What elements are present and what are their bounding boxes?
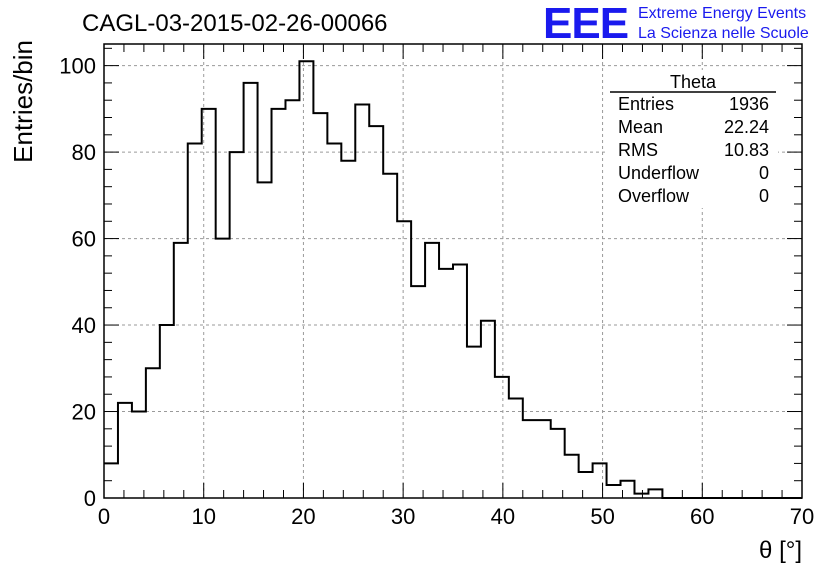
run-title: CAGL-03-2015-02-26-00066 bbox=[82, 10, 388, 37]
histogram-bin bbox=[551, 429, 565, 498]
x-tick-label: 40 bbox=[491, 504, 515, 529]
histogram-bin bbox=[174, 243, 188, 498]
plot-frame bbox=[103, 43, 803, 499]
histogram-bin bbox=[607, 485, 621, 498]
histogram-bin bbox=[495, 377, 509, 498]
histogram-bin bbox=[565, 455, 579, 498]
histogram-bin bbox=[230, 152, 244, 498]
x-tick-label: 60 bbox=[690, 504, 714, 529]
stats-row-value: 10.83 bbox=[724, 140, 769, 160]
stats-row-label: Mean bbox=[618, 117, 663, 137]
histogram-bin bbox=[132, 412, 146, 498]
histogram-bin bbox=[425, 243, 439, 498]
histogram-bin bbox=[216, 239, 230, 498]
x-tick-label: 30 bbox=[391, 504, 415, 529]
histogram-bin bbox=[481, 321, 495, 498]
histogram-bin bbox=[188, 143, 202, 498]
x-tick-label: 10 bbox=[191, 504, 215, 529]
histogram-bin bbox=[397, 221, 411, 498]
histogram-bin bbox=[383, 174, 397, 498]
y-tick-label: 40 bbox=[72, 313, 96, 338]
histogram-bin bbox=[285, 100, 299, 498]
y-tick-label: 60 bbox=[72, 227, 96, 252]
histogram-bin bbox=[523, 420, 537, 498]
x-tick-label: 70 bbox=[790, 504, 814, 529]
stats-row-label: RMS bbox=[618, 140, 658, 160]
histogram-bin bbox=[579, 472, 593, 498]
logo-line-2: La Scienza nelle Scuole bbox=[638, 25, 809, 42]
y-tick-label: 100 bbox=[59, 54, 96, 79]
histogram-bin bbox=[439, 269, 453, 498]
histogram-bin bbox=[258, 182, 272, 498]
histogram-bin bbox=[160, 325, 174, 498]
histogram-bin bbox=[244, 83, 258, 498]
stats-row-value: 0 bbox=[759, 163, 769, 183]
stats-row-value: 22.24 bbox=[724, 117, 769, 137]
histogram-bin bbox=[593, 463, 607, 498]
x-tick-label: 0 bbox=[98, 504, 110, 529]
histogram-bin bbox=[327, 143, 341, 498]
x-tick-label: 50 bbox=[590, 504, 614, 529]
y-tick-label: 20 bbox=[72, 400, 96, 425]
logo-line-1: Extreme Energy Events bbox=[638, 5, 807, 22]
histogram-bin bbox=[202, 109, 216, 498]
eee-logo: EEE bbox=[543, 0, 629, 48]
stats-title: Theta bbox=[670, 72, 717, 92]
histogram-line bbox=[104, 60, 802, 499]
histogram-bin bbox=[355, 105, 369, 498]
histogram-bin bbox=[272, 109, 286, 498]
y-tick-label: 0 bbox=[84, 486, 96, 511]
histogram-bin bbox=[369, 126, 383, 498]
x-tick-label: 20 bbox=[291, 504, 315, 529]
histogram-bin bbox=[313, 113, 327, 498]
stats-row-label: Overflow bbox=[618, 186, 690, 206]
histogram-bin bbox=[118, 403, 132, 498]
stats-row-label: Underflow bbox=[618, 163, 700, 183]
stats-box-background bbox=[608, 70, 778, 208]
stats-row-value: 0 bbox=[759, 186, 769, 206]
x-axis-label: θ [°] bbox=[759, 537, 802, 564]
histogram-bin bbox=[537, 420, 551, 498]
histogram-bin bbox=[648, 489, 662, 498]
y-tick-label: 80 bbox=[72, 140, 96, 165]
histogram-bin bbox=[341, 161, 355, 498]
stats-row-label: Entries bbox=[618, 94, 674, 114]
histogram-bin bbox=[453, 265, 467, 498]
y-axis-label: Entries/bin bbox=[8, 40, 38, 163]
histogram-bin bbox=[509, 399, 523, 498]
histogram-bin bbox=[467, 347, 481, 498]
histogram-bin bbox=[411, 286, 425, 498]
histogram-bin bbox=[299, 61, 313, 498]
stats-row-value: 1936 bbox=[729, 94, 769, 114]
histogram-bin bbox=[146, 368, 160, 498]
